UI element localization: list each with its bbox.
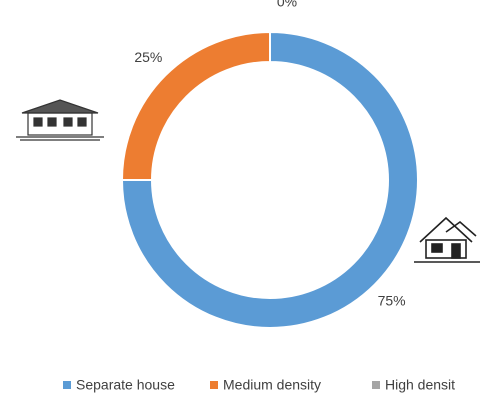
legend-swatch <box>372 381 380 389</box>
icon-separate-house <box>414 216 480 263</box>
donut-segment <box>120 30 419 329</box>
data-label: 0% <box>277 0 297 10</box>
legend-label: Medium density <box>223 377 321 393</box>
legend-label: Separate house <box>76 377 175 393</box>
legend-label: High densit <box>385 377 455 393</box>
data-label: 25% <box>134 49 162 65</box>
icon-medium-density <box>16 99 104 141</box>
data-label: 75% <box>378 292 406 308</box>
legend-swatch <box>63 381 71 389</box>
legend-swatch <box>210 381 218 389</box>
